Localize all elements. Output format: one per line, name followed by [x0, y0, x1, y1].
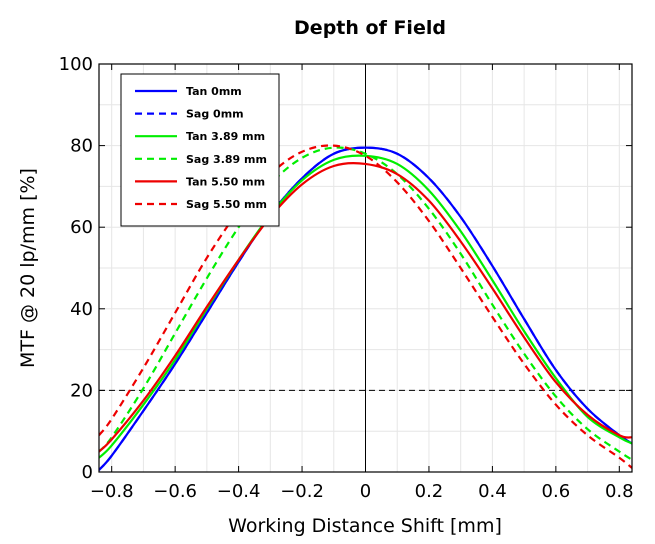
- x-tick-label: −0.4: [217, 481, 261, 502]
- x-tick-label: −0.8: [90, 481, 134, 502]
- x-tick-label: −0.2: [280, 481, 324, 502]
- legend-label: Sag 3.89 mm: [186, 153, 267, 166]
- y-tick-label: 40: [70, 299, 93, 320]
- series-line-3: [99, 146, 632, 461]
- y-tick-label: 80: [70, 136, 93, 157]
- x-tick-label: 0: [360, 481, 371, 502]
- legend: Tan 0mm Sag 0mm Tan 3.89 mm Sag 3.89 mm Tan …: [120, 73, 280, 227]
- legend-label: Sag 5.50 mm: [186, 198, 267, 211]
- y-tick-label: 100: [59, 54, 93, 75]
- legend-label: Tan 0mm: [186, 85, 242, 98]
- y-tick-label: 0: [82, 462, 93, 483]
- y-tick-labels: 0 20 40 60 80 100: [59, 54, 93, 483]
- series-line-4: [99, 162, 632, 453]
- x-tick-label: 0.8: [605, 481, 634, 502]
- y-tick-label: 20: [70, 380, 93, 401]
- x-tick-label: 0.4: [478, 481, 507, 502]
- chart-title: Depth of Field: [294, 17, 446, 39]
- legend-box: [120, 73, 280, 227]
- axis-ticks: [99, 63, 632, 473]
- x-tick-label: 0.6: [542, 481, 571, 502]
- legend-label: Sag 0mm: [186, 108, 244, 121]
- legend-label: Tan 5.50 mm: [186, 175, 265, 188]
- y-tick-label: 60: [70, 217, 93, 238]
- series-line-5: [99, 144, 632, 469]
- x-tick-label: −0.6: [153, 481, 197, 502]
- x-axis-label: Working Distance Shift [mm]: [228, 515, 502, 537]
- legend-label: Tan 3.89 mm: [186, 130, 265, 143]
- x-tick-label: 0.2: [415, 481, 444, 502]
- x-tick-labels: −0.8 −0.6 −0.4 −0.2 0 0.2 0.4 0.6 0.8: [90, 481, 634, 502]
- series-layer: [99, 144, 632, 471]
- series-line-1: [99, 146, 632, 471]
- y-axis-label: MTF @ 20 lp/mm [%]: [17, 168, 39, 368]
- series-line-2: [99, 154, 632, 459]
